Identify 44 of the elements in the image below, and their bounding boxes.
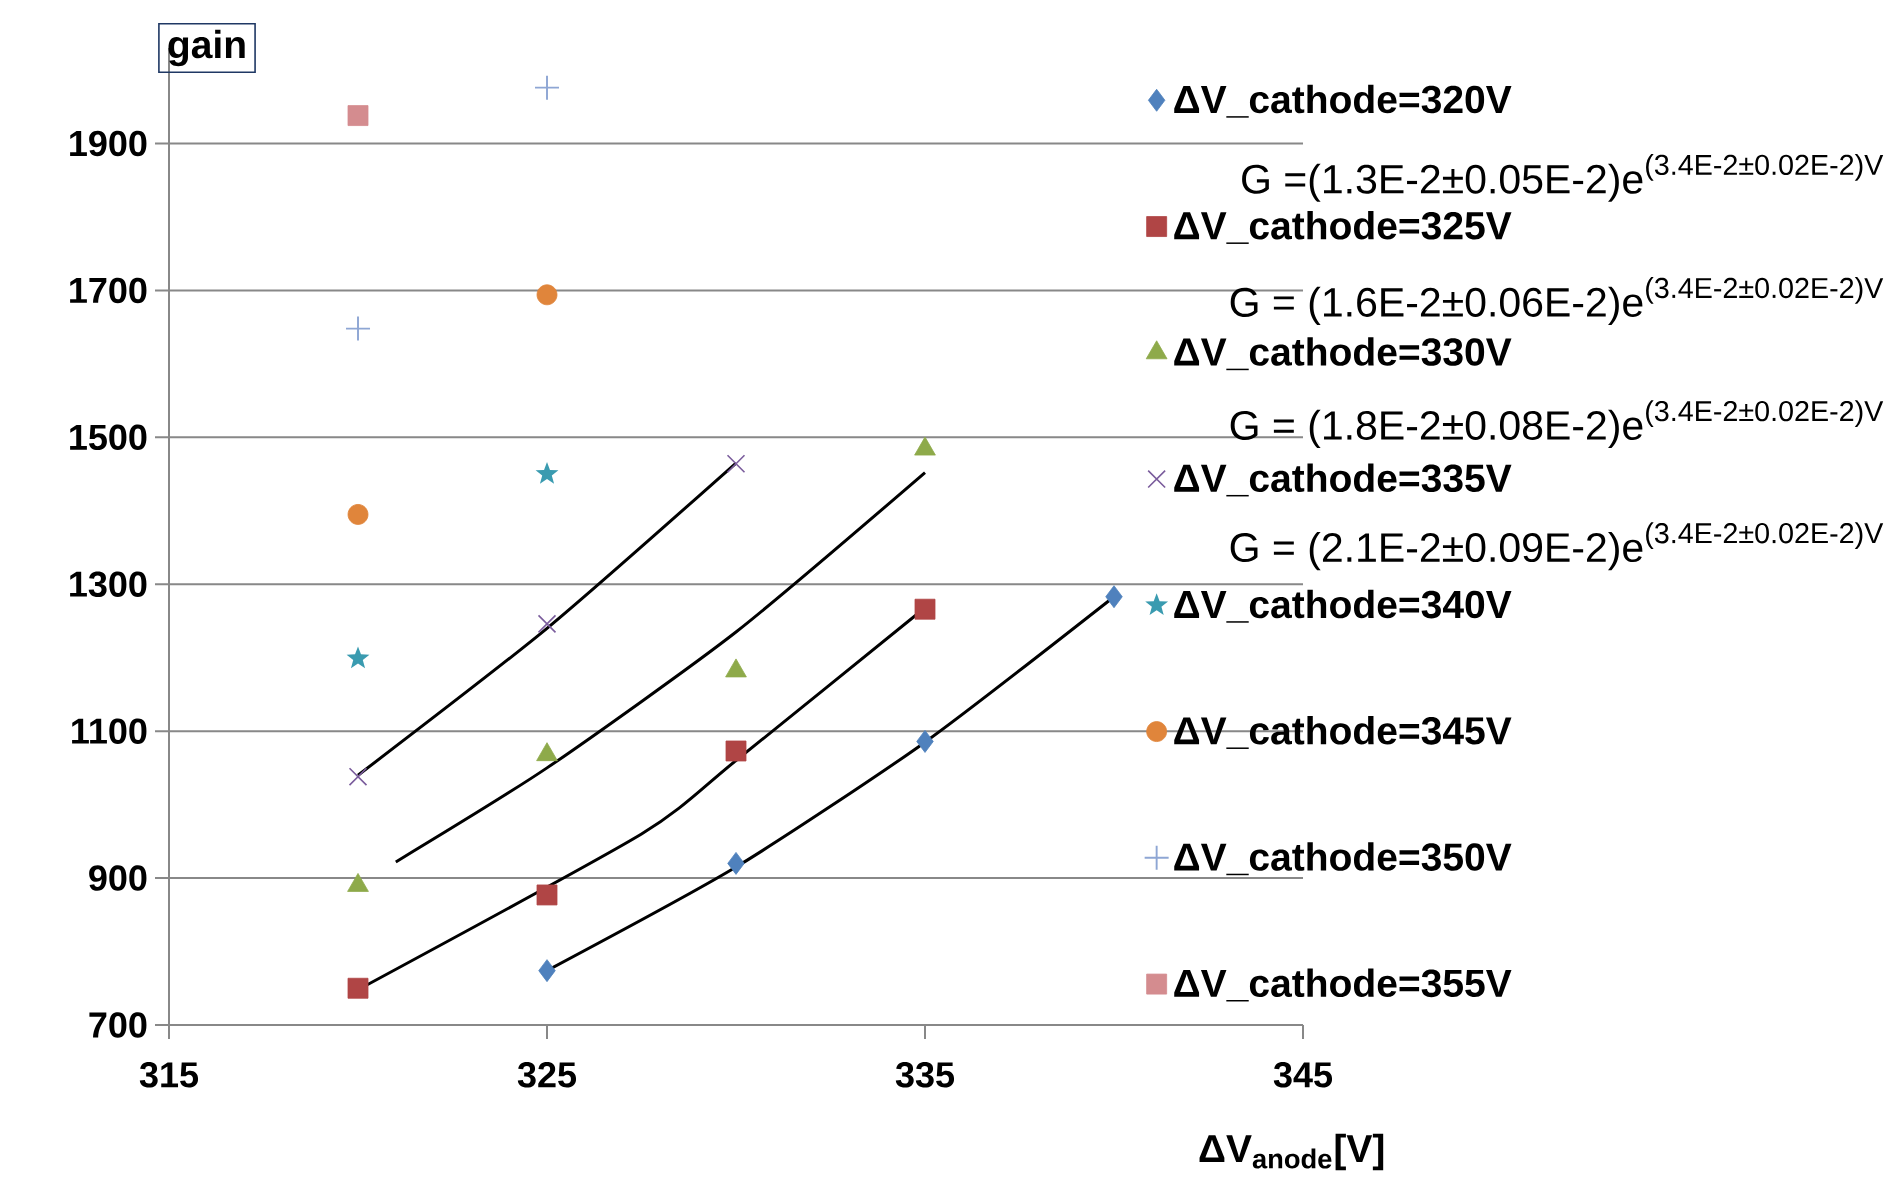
point [536,284,558,306]
legend-label: ΔV_cathode=325V [1174,210,1512,244]
point [346,646,370,669]
point [538,959,556,983]
point [727,851,745,875]
line-series [394,471,927,864]
x-tick-label: 315 [139,1062,199,1088]
y-axis-title: gain [168,29,245,67]
legend-label: ΔV_cathode=355V [1174,968,1512,1002]
y-tick-label: 1900 [70,130,147,157]
annotation: $\text{G =(1.3E-2±0.05E-2)e}^{\text{(3.4E-2±0.02E-2)V}}$ [1242,153,1884,202]
y-tick-label: 1700 [70,277,147,304]
y-tick-label: 1500 [70,424,147,451]
point [535,75,559,100]
annotation: $\text{G = (2.1E-2±0.09E-2)e}^{\text{(3.4E-2±0.02E-2)V}}$ [1230,522,1884,571]
point [535,462,559,484]
point [1105,585,1123,609]
point [346,316,371,341]
x-tick-label: 345 [1273,1062,1333,1088]
legend-label: ΔV_cathode=350V [1174,842,1512,876]
y-tick-label: 900 [89,865,147,891]
legend-label: ΔV_cathode=335V [1174,463,1512,497]
annotation: $\text{G = (1.6E-2±0.06E-2)e}^{\text{(3.4E-2±0.02E-2)V}}$ [1230,277,1884,325]
legend-label: ΔV_cathode=340V [1174,589,1512,623]
y-tick-label: 1300 [70,571,147,598]
point [348,767,368,786]
legend-label: ΔV_cathode=330V [1174,337,1512,371]
point [914,598,936,620]
x-axis-title: ΔV$_{anode}$[V] [1199,1133,1384,1171]
x-tick-label: 335 [895,1062,955,1088]
point [916,730,934,753]
point [725,740,747,762]
y-tick-label: 700 [89,1012,147,1038]
point [537,614,557,634]
annotation: $\text{G = (1.8E-2±0.08E-2)e}^{\text{(3.4E-2±0.02E-2)V}}$ [1230,400,1884,449]
point [347,977,369,999]
x-tick-label: 325 [517,1062,577,1088]
point [347,504,369,525]
point [726,454,746,474]
point [347,105,369,126]
y-tick-label: 1100 [72,718,147,744]
point [536,884,558,906]
legend-label: ΔV_cathode=320V [1174,84,1512,118]
legend-label: ΔV_cathode=345V [1174,715,1512,749]
